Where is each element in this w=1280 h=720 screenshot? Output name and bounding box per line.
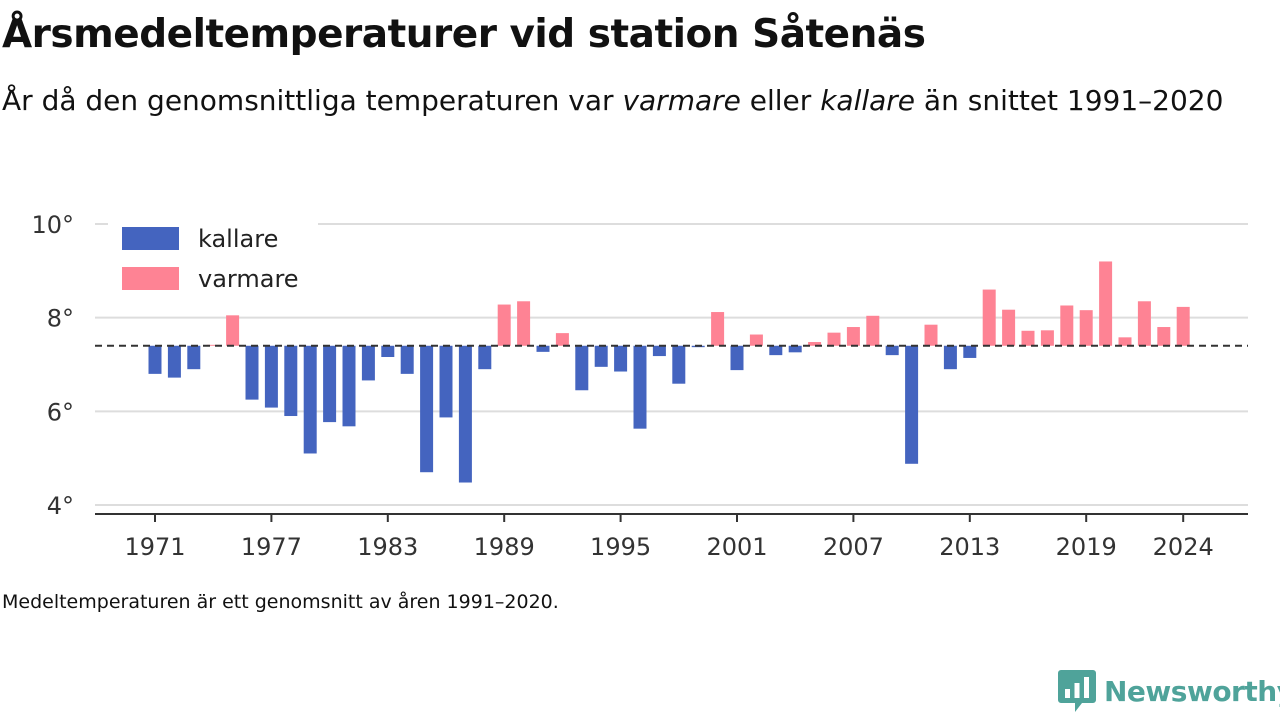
x-tick-label: 2013 <box>939 533 1000 561</box>
bar-1998 <box>672 345 686 384</box>
x-tick-label: 2019 <box>1056 533 1117 561</box>
bar-1979 <box>303 345 317 454</box>
x-tick-label: 2007 <box>823 533 884 561</box>
bar-2021 <box>1118 337 1132 346</box>
bar-2016 <box>1021 330 1035 346</box>
subtitle-text-mid: eller <box>740 84 821 117</box>
legend: kallare varmare <box>108 218 318 298</box>
bar-2005 <box>808 342 822 346</box>
bar-2015 <box>1002 309 1016 346</box>
bar-2013 <box>963 345 977 358</box>
bar-1982 <box>361 345 375 381</box>
legend-label-varmare: varmare <box>198 265 299 293</box>
newsworthy-logo-icon <box>1058 670 1096 712</box>
legend-swatch-varmare <box>122 267 179 290</box>
y-tick-label: 6° <box>47 398 74 426</box>
legend-label-kallare: kallare <box>198 225 278 253</box>
x-tick-label: 1995 <box>590 533 651 561</box>
bar-1992 <box>555 333 569 346</box>
bar-2004 <box>788 345 802 353</box>
bar-2012 <box>943 345 957 370</box>
bar-1986 <box>439 345 453 418</box>
bar-1973 <box>187 345 201 370</box>
bar-1983 <box>381 345 395 358</box>
legend-swatch-kallare <box>122 227 179 250</box>
bar-1991 <box>536 345 550 352</box>
bar-2000 <box>711 312 725 346</box>
bar-1989 <box>497 304 511 346</box>
y-tick-label: 8° <box>47 305 74 333</box>
bar-1971 <box>148 345 162 374</box>
bar-1974 <box>206 344 220 346</box>
bar-1975 <box>226 315 240 346</box>
bar-1995 <box>614 345 628 372</box>
bar-2006 <box>827 332 841 346</box>
subtitle-warm-word: varmare <box>622 84 741 117</box>
bar-1972 <box>167 345 181 378</box>
x-tick-label: 2024 <box>1153 533 1214 561</box>
footnote: Medeltemperaturen är ett genomsnitt av å… <box>2 591 559 613</box>
bar-2010 <box>905 345 919 464</box>
bar-2024 <box>1176 306 1190 346</box>
temperature-bar-chart: 4° 6° 8° 10° 1971 1977 1983 1989 1995 2001 2007 20… <box>31 211 1248 561</box>
bar-1988 <box>478 345 492 370</box>
bar-1978 <box>284 345 298 417</box>
newsworthy-logo: Newsworthy <box>1058 670 1280 712</box>
x-tick-label: 2001 <box>706 533 767 561</box>
bar-1997 <box>652 345 666 357</box>
newsworthy-logo-text: Newsworthy <box>1104 674 1280 708</box>
bar-2018 <box>1060 305 1074 346</box>
bar-2009 <box>885 345 899 356</box>
chart-subtitle: År då den genomsnittliga temperaturen va… <box>2 80 1242 122</box>
x-tick-label: 1977 <box>241 533 302 561</box>
bar-1994 <box>594 345 608 367</box>
bar-1977 <box>264 345 278 408</box>
bar-2020 <box>1099 261 1113 346</box>
bar-1984 <box>400 345 414 374</box>
bar-1990 <box>517 301 531 346</box>
chart-title: Årsmedeltemperaturer vid station Såtenäs <box>2 12 926 57</box>
bar-2014 <box>982 289 996 346</box>
subtitle-cold-word: kallare <box>820 84 916 117</box>
bar-1981 <box>342 345 356 427</box>
bar-2003 <box>769 345 783 356</box>
bar-1996 <box>633 345 647 429</box>
bar-1980 <box>323 345 337 423</box>
bar-2001 <box>730 345 744 371</box>
bar-2008 <box>866 315 880 346</box>
bar-2002 <box>749 334 763 346</box>
x-tick-label: 1989 <box>474 533 535 561</box>
y-tick-label: 4° <box>47 492 74 520</box>
bar-1985 <box>420 345 434 473</box>
x-tick-label: 1983 <box>357 533 418 561</box>
bar-1976 <box>245 345 259 400</box>
subtitle-text-post: än snittet 1991–2020 <box>915 84 1224 117</box>
subtitle-text-pre: År då den genomsnittliga temperaturen va… <box>2 84 623 117</box>
axes: 1971 1977 1983 1989 1995 2001 2007 2013 2019 2024 <box>95 344 1248 561</box>
bar-2017 <box>1040 330 1054 346</box>
bar-2007 <box>846 327 860 346</box>
bar-1987 <box>458 345 472 483</box>
bar-1993 <box>575 345 589 391</box>
bar-2011 <box>924 324 938 346</box>
bar-2019 <box>1079 310 1093 346</box>
bar-2023 <box>1157 327 1171 346</box>
bars <box>148 261 1190 483</box>
y-tick-label: 10° <box>31 211 74 239</box>
x-tick-label: 1971 <box>124 533 185 561</box>
bar-2022 <box>1137 301 1151 346</box>
